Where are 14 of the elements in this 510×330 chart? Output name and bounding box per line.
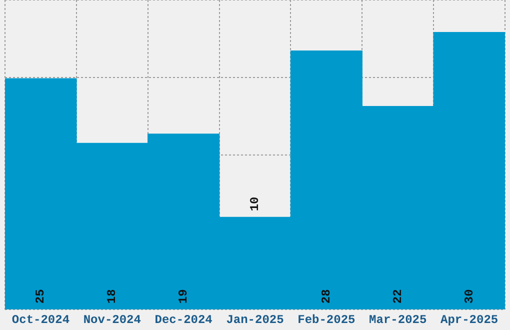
x-tick-label: Mar-2025 xyxy=(369,312,427,327)
x-tick-label: Feb-2025 xyxy=(298,312,356,327)
data-label: 25 xyxy=(34,289,48,304)
x-tick-label: Dec-2024 xyxy=(154,312,212,327)
data-label: 18 xyxy=(105,289,120,304)
x-tick-label: Jan-2025 xyxy=(226,312,284,327)
x-tick-label: Oct-2024 xyxy=(12,312,70,327)
x-tick-label: Nov-2024 xyxy=(83,312,141,327)
data-label: 28 xyxy=(319,289,334,304)
data-label: 30 xyxy=(462,289,476,304)
data-label: 10 xyxy=(248,196,262,212)
data-label: 22 xyxy=(390,289,405,304)
data-label: 19 xyxy=(176,289,191,304)
x-tick-label: Apr-2025 xyxy=(440,312,498,327)
